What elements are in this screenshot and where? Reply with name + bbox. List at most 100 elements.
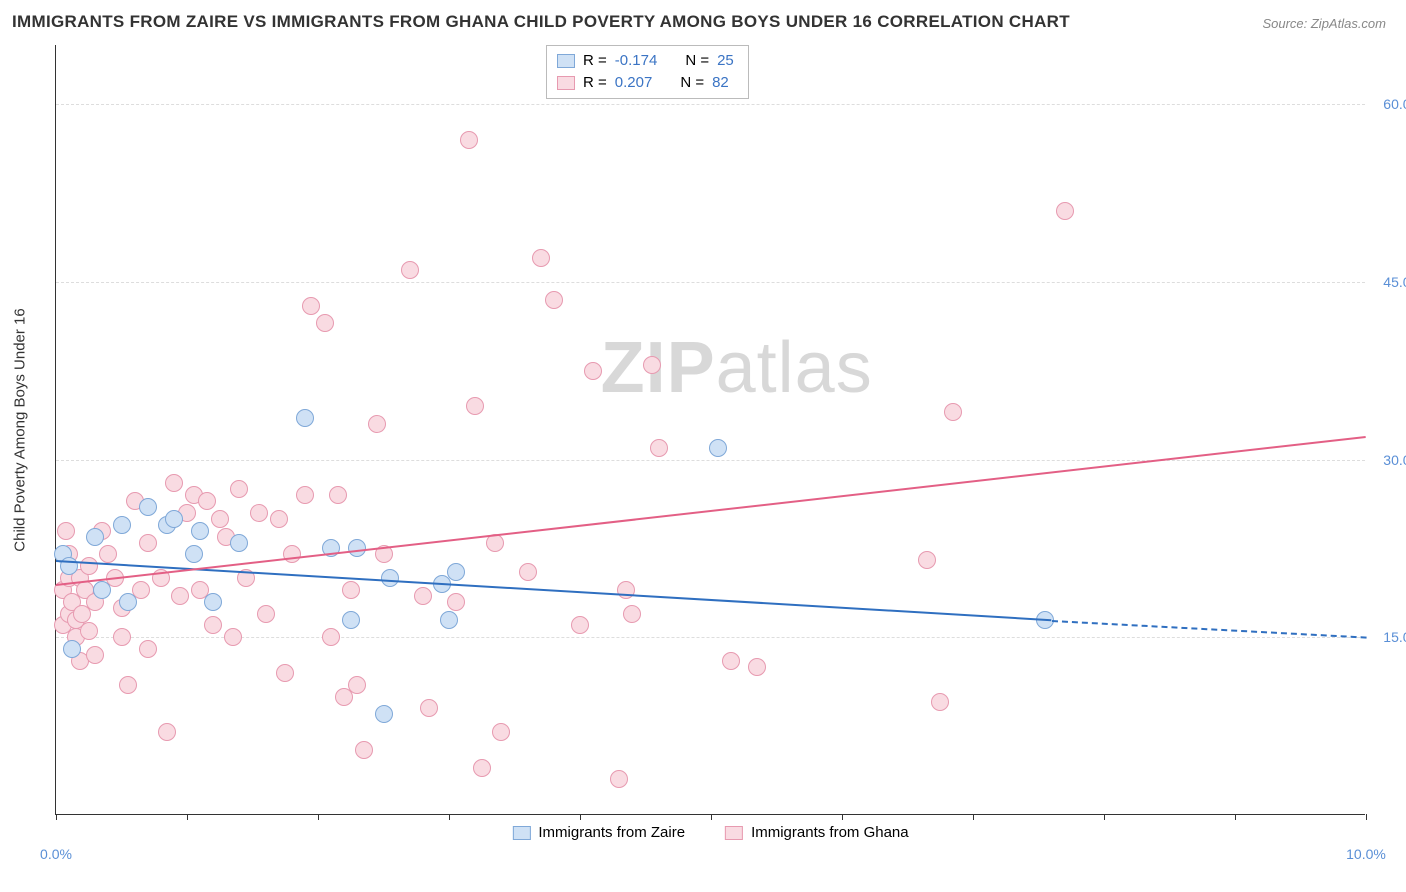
- data-point: [460, 131, 478, 149]
- data-point: [381, 569, 399, 587]
- data-point: [139, 640, 157, 658]
- data-point: [139, 534, 157, 552]
- gridline: [56, 282, 1365, 283]
- data-point: [447, 593, 465, 611]
- data-point: [165, 510, 183, 528]
- data-point: [329, 486, 347, 504]
- data-point: [492, 723, 510, 741]
- x-tick: [973, 814, 974, 820]
- data-point: [276, 664, 294, 682]
- series-name: Immigrants from Ghana: [751, 822, 909, 844]
- data-point: [230, 480, 248, 498]
- data-point: [296, 486, 314, 504]
- legend-n-value: 82: [712, 72, 729, 94]
- data-point: [63, 640, 81, 658]
- data-point: [519, 563, 537, 581]
- legend-n-label: N =: [680, 72, 704, 94]
- legend-r-value: 0.207: [615, 72, 653, 94]
- legend-n-label: N =: [685, 50, 709, 72]
- data-point: [355, 741, 373, 759]
- plot-area: ZIPatlas Child Poverty Among Boys Under …: [55, 45, 1365, 815]
- data-point: [119, 676, 137, 694]
- x-tick: [187, 814, 188, 820]
- data-point: [322, 628, 340, 646]
- data-point: [270, 510, 288, 528]
- data-point: [224, 628, 242, 646]
- y-tick-label: 45.0%: [1383, 274, 1406, 290]
- data-point: [119, 593, 137, 611]
- legend-swatch: [557, 54, 575, 68]
- data-point: [93, 581, 111, 599]
- y-tick-label: 60.0%: [1383, 96, 1406, 112]
- data-point: [918, 551, 936, 569]
- x-tick: [56, 814, 57, 820]
- data-point: [1056, 202, 1074, 220]
- series-name: Immigrants from Zaire: [538, 822, 685, 844]
- data-point: [931, 693, 949, 711]
- data-point: [440, 611, 458, 629]
- data-point: [532, 249, 550, 267]
- stats-legend: R = -0.174 N = 25R = 0.207 N = 82: [546, 45, 749, 99]
- data-point: [466, 397, 484, 415]
- source-label: Source: ZipAtlas.com: [1262, 16, 1386, 31]
- data-point: [709, 439, 727, 457]
- y-tick-label: 30.0%: [1383, 452, 1406, 468]
- x-tick: [318, 814, 319, 820]
- data-point: [191, 522, 209, 540]
- data-point: [368, 415, 386, 433]
- data-point: [198, 492, 216, 510]
- x-tick-label: 10.0%: [1346, 846, 1386, 862]
- data-point: [722, 652, 740, 670]
- data-point: [80, 557, 98, 575]
- series-legend: Immigrants from Zaire Immigrants from Gha…: [512, 822, 908, 844]
- legend-swatch: [725, 826, 743, 840]
- gridline: [56, 637, 1365, 638]
- data-point: [650, 439, 668, 457]
- data-point: [342, 581, 360, 599]
- data-point: [348, 676, 366, 694]
- data-point: [57, 522, 75, 540]
- legend-r-value: -0.174: [615, 50, 658, 72]
- legend-row: R = -0.174 N = 25: [557, 50, 734, 72]
- x-tick: [580, 814, 581, 820]
- data-point: [342, 611, 360, 629]
- data-point: [401, 261, 419, 279]
- data-point: [584, 362, 602, 380]
- data-point: [571, 616, 589, 634]
- data-point: [204, 593, 222, 611]
- data-point: [414, 587, 432, 605]
- trend-line-extension: [1052, 620, 1366, 639]
- data-point: [302, 297, 320, 315]
- data-point: [643, 356, 661, 374]
- x-tick: [1366, 814, 1367, 820]
- data-point: [86, 646, 104, 664]
- x-tick-label: 0.0%: [40, 846, 72, 862]
- y-tick-label: 15.0%: [1383, 629, 1406, 645]
- series-legend-item: Immigrants from Ghana: [725, 822, 909, 844]
- data-point: [171, 587, 189, 605]
- data-point: [204, 616, 222, 634]
- x-tick: [842, 814, 843, 820]
- series-legend-item: Immigrants from Zaire: [512, 822, 685, 844]
- data-point: [158, 723, 176, 741]
- data-point: [230, 534, 248, 552]
- data-point: [86, 528, 104, 546]
- legend-n-value: 25: [717, 50, 734, 72]
- data-point: [283, 545, 301, 563]
- legend-swatch: [557, 76, 575, 90]
- data-point: [185, 545, 203, 563]
- data-point: [113, 516, 131, 534]
- x-tick: [449, 814, 450, 820]
- data-point: [545, 291, 563, 309]
- chart-title: IMMIGRANTS FROM ZAIRE VS IMMIGRANTS FROM…: [12, 12, 1070, 32]
- data-point: [113, 628, 131, 646]
- data-point: [99, 545, 117, 563]
- data-point: [250, 504, 268, 522]
- data-point: [211, 510, 229, 528]
- data-point: [375, 705, 393, 723]
- data-point: [316, 314, 334, 332]
- data-point: [473, 759, 491, 777]
- legend-r-label: R =: [583, 50, 607, 72]
- data-point: [748, 658, 766, 676]
- data-point: [610, 770, 628, 788]
